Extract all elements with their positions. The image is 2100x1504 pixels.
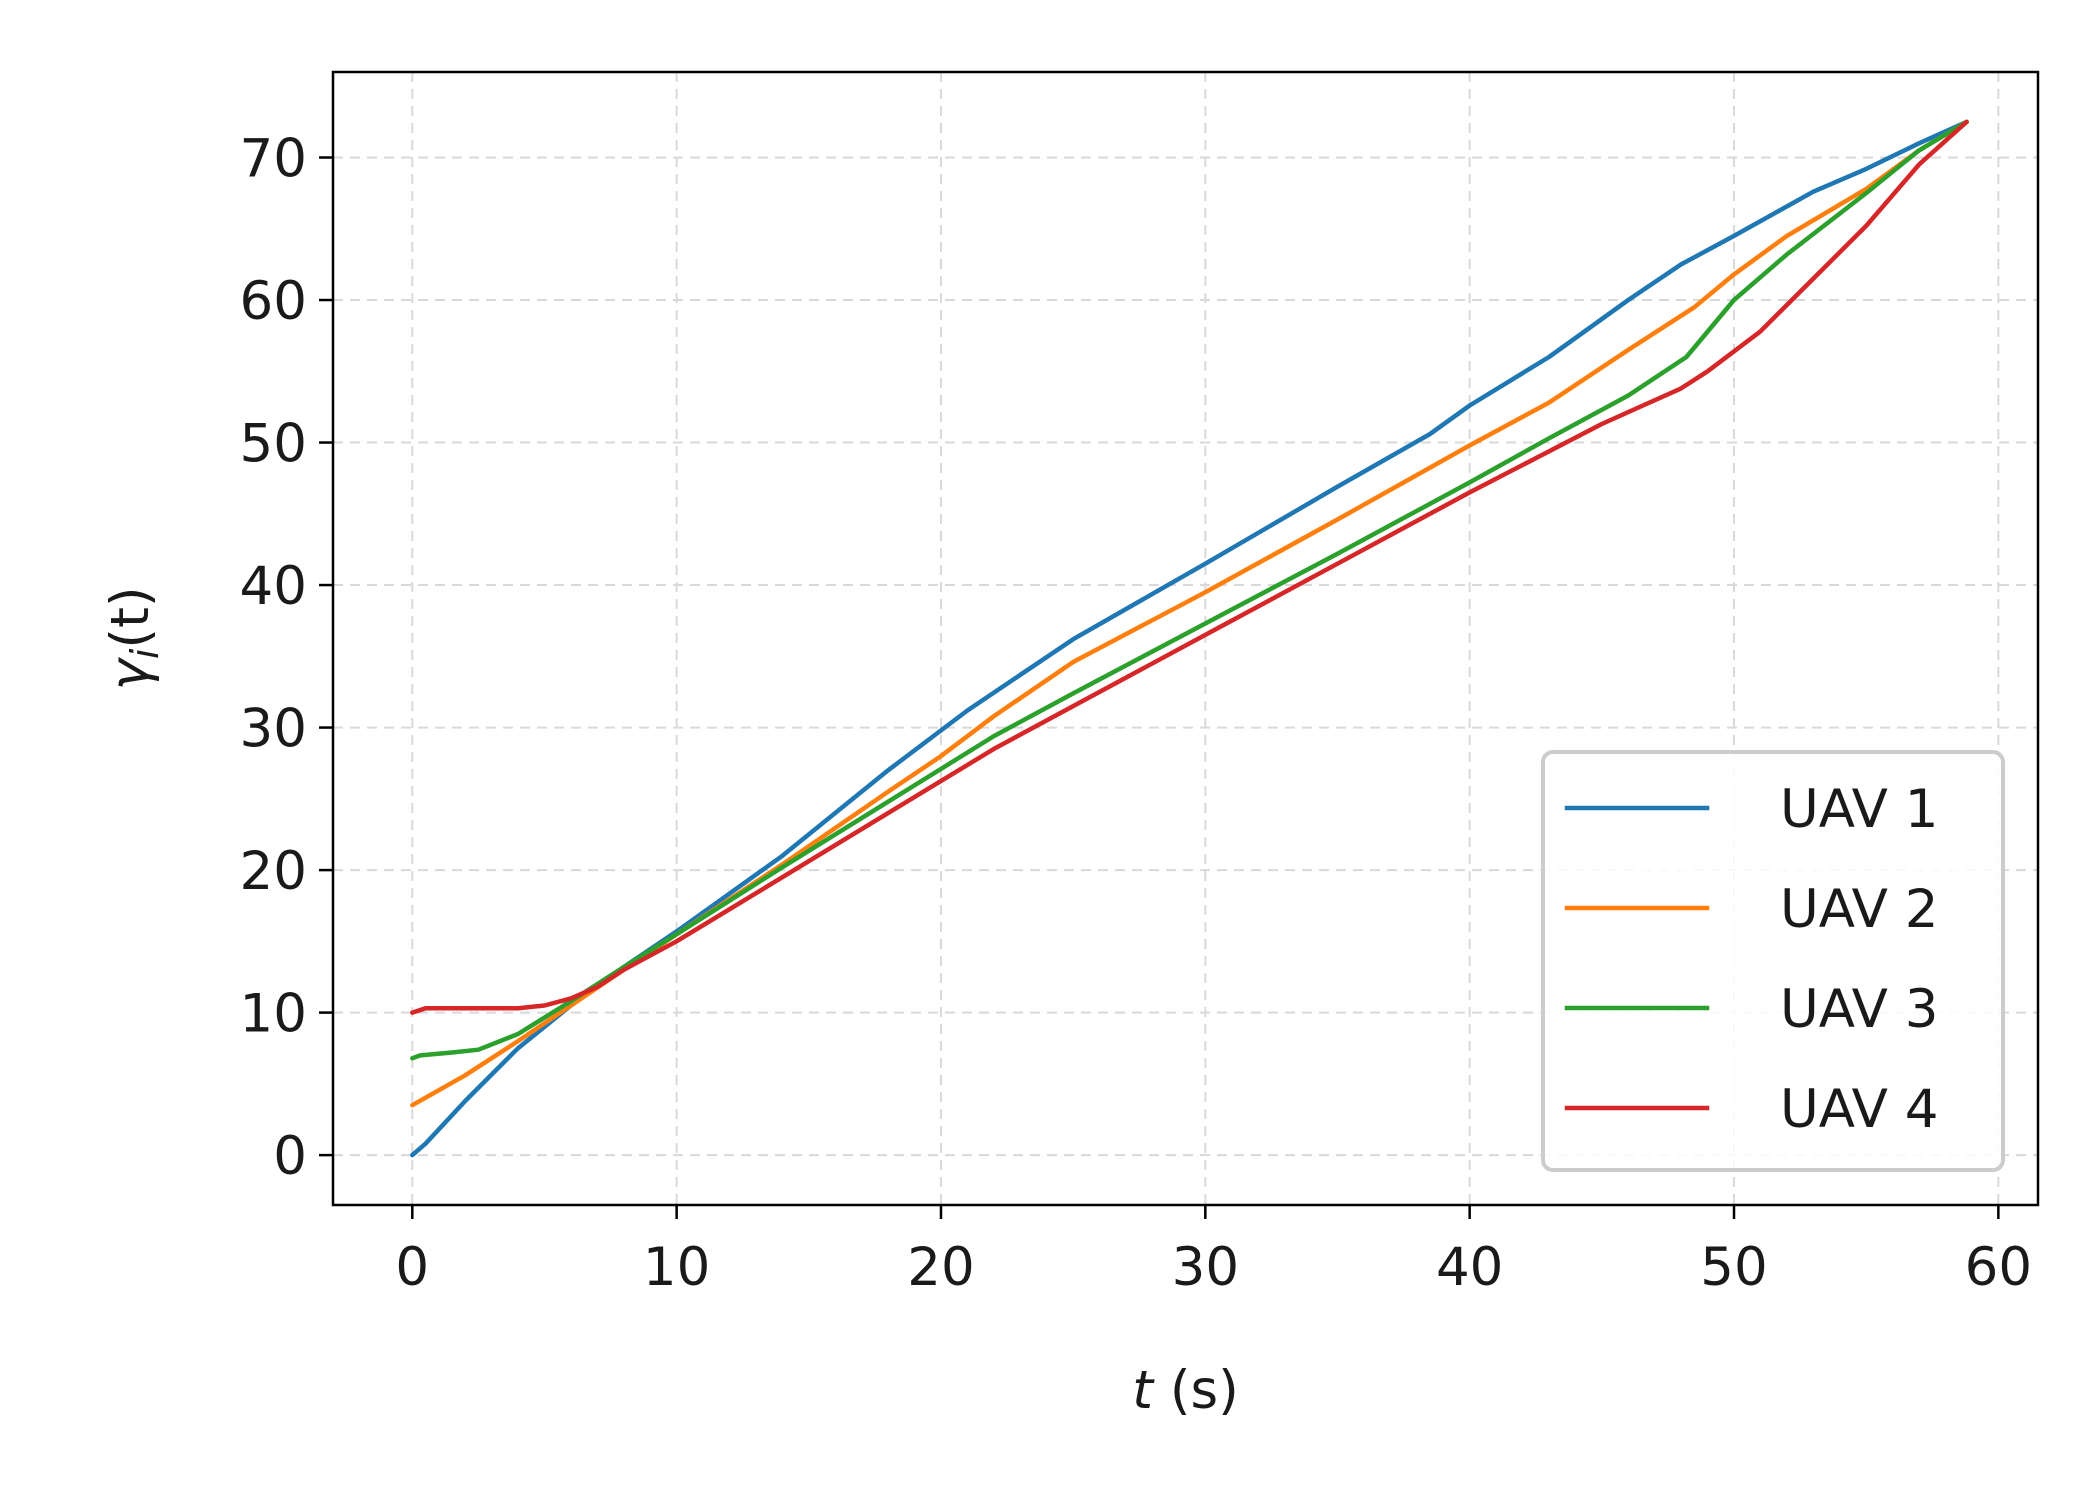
legend-items: UAV 1 UAV 2 UAV 3 UAV 4 [1564, 779, 1938, 1140]
series-line-uav-3 [410, 119, 1969, 1061]
y-axis-label-argument: (t) [100, 586, 161, 648]
x-tick-label: 40 [1436, 1237, 1503, 1298]
x-axis-label-unit: (s) [1153, 1360, 1239, 1421]
y-tick-label: 10 [240, 984, 307, 1045]
x-tick-label: 30 [1172, 1237, 1239, 1298]
y-tick-label: 60 [240, 271, 307, 332]
x-axis-label-symbol: t [1132, 1360, 1155, 1421]
y-axis-label: γi(t) [100, 586, 167, 690]
x-tick-label: 20 [907, 1237, 974, 1298]
y-tick-label: 0 [273, 1126, 307, 1187]
x-tick-label: 10 [643, 1237, 710, 1298]
x-tick-label: 60 [1965, 1237, 2032, 1298]
y-axis-label-subscript: i [123, 648, 167, 659]
y-tick-label: 50 [240, 414, 307, 475]
axis-ticks: 0 10 20 30 40 50 60 0 10 20 30 40 50 60 70 [240, 129, 2033, 1298]
y-axis-label-symbol: γ [100, 657, 161, 691]
x-tick-label: 50 [1700, 1237, 1767, 1298]
legend-label-uav-4: UAV 4 [1780, 1079, 1938, 1140]
legend: UAV 1 UAV 2 UAV 3 UAV 4 [1541, 750, 2005, 1172]
series-line-uav-4 [410, 119, 1969, 1015]
legend-label-uav-1: UAV 1 [1780, 779, 1938, 840]
x-axis-label: t (s) [1132, 1360, 1239, 1421]
y-tick-label: 30 [240, 699, 307, 760]
x-tick-label: 0 [395, 1237, 429, 1298]
y-tick-label: 40 [240, 556, 307, 617]
axes-frame [331, 70, 2040, 1207]
y-tick-label: 70 [240, 129, 307, 190]
series-lines [410, 119, 1969, 1158]
y-tick-label: 20 [240, 841, 307, 902]
legend-label-uav-3: UAV 3 [1780, 979, 1938, 1040]
legend-label-uav-2: UAV 2 [1780, 879, 1938, 940]
legend-box [1541, 750, 2005, 1172]
